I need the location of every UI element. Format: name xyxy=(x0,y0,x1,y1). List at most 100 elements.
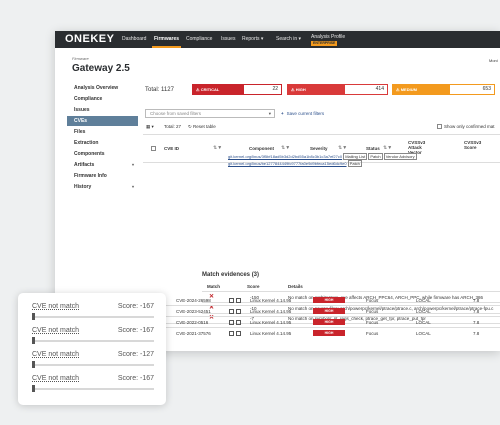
score-slider-handle[interactable] xyxy=(32,337,35,344)
score-slider-handle[interactable] xyxy=(32,385,35,392)
sidebar-item-extraction[interactable]: Extraction xyxy=(67,138,138,148)
col-header-cvss-score[interactable]: CVSSv3 Score xyxy=(464,140,482,150)
cve-id[interactable]: CVE-2024-26598 xyxy=(176,298,211,303)
score-slider-handle[interactable] xyxy=(32,313,35,320)
cve-id[interactable]: CVE-2023-52451 xyxy=(176,309,211,314)
table-total: Total: 27 xyxy=(164,124,182,129)
col-header-component[interactable]: Component xyxy=(249,146,274,151)
sidebar-item-issues[interactable]: Issues xyxy=(67,105,138,115)
reset-table-button[interactable]: ↻ Reset table xyxy=(188,124,216,130)
score-row: CVE not match Score: -167 xyxy=(32,375,154,397)
col-header-status[interactable]: Status xyxy=(366,146,380,151)
cve-component: Linux Kernel 4.14.95 xyxy=(250,331,292,336)
reference-link-2[interactable]: git.kernel.org/linus/be1277844449fc9777f… xyxy=(228,160,362,167)
col-header-score: Score xyxy=(247,284,260,289)
no-match-icon: ✕ xyxy=(209,305,215,311)
open-details-icon[interactable] xyxy=(236,331,241,336)
reference-link-1[interactable]: git.kernel.org/linus/3f5bf18ad5b3d2d2bd5… xyxy=(228,153,417,160)
divider xyxy=(202,302,500,303)
sidebar-item-components[interactable]: Components xyxy=(67,149,138,159)
cve-id[interactable]: CVE-2022-0516 xyxy=(176,320,209,325)
severity-count: 653 xyxy=(482,86,491,92)
cve-attack-vector: LOCAL xyxy=(416,298,431,303)
score-slider-track[interactable] xyxy=(32,388,154,390)
score-slider-track[interactable] xyxy=(32,364,154,366)
severity-badge: HIGH xyxy=(313,308,345,314)
cve-score: 7.8 xyxy=(473,331,480,336)
severity-high-box[interactable]: ⚠ HIGH 414 xyxy=(287,84,388,95)
severity-label: CRITICAL xyxy=(200,87,220,92)
score-slider-track[interactable] xyxy=(32,340,154,342)
col-header-attack-vector[interactable]: CVSSv3 Attack Vector xyxy=(408,140,426,155)
score-slider-track[interactable] xyxy=(32,316,154,318)
breadcrumb[interactable]: Firmware xyxy=(72,56,89,61)
score-slider-handle[interactable] xyxy=(32,361,35,368)
sort-icon[interactable]: ⇅▼ xyxy=(383,145,393,151)
cve-attack-vector: LOCAL xyxy=(416,331,431,336)
saved-filters-select[interactable]: Choose from saved filters ▾ xyxy=(145,109,275,118)
sidebar-item-history[interactable]: History ▾ xyxy=(67,182,138,192)
sidebar-item-label: CVEs xyxy=(74,118,88,124)
col-header-severity[interactable]: Severity xyxy=(310,146,328,151)
tag-patch: Patch xyxy=(347,160,362,167)
cve-status: Focus xyxy=(366,298,379,303)
copy-icon[interactable] xyxy=(229,309,234,314)
open-details-icon[interactable] xyxy=(236,298,241,303)
nav-issues[interactable]: Issues xyxy=(221,36,236,42)
copy-icon[interactable] xyxy=(229,298,234,303)
sidebar-item-firmware-info[interactable]: Firmware Info xyxy=(67,171,138,181)
divider xyxy=(143,316,500,317)
column-selector-icon[interactable]: ▦ ▾ xyxy=(146,124,154,129)
select-all-checkbox[interactable] xyxy=(151,146,156,151)
open-details-icon[interactable] xyxy=(236,309,241,314)
severity-label: HIGH xyxy=(295,87,306,92)
open-details-icon[interactable] xyxy=(236,320,241,325)
cve-id[interactable]: CVE-2021-37576 xyxy=(176,331,211,336)
severity-medium-box[interactable]: ⚠ MEDIUM 653 xyxy=(392,84,495,95)
nav-search-in[interactable]: Search in ▾ xyxy=(276,36,301,42)
save-current-filters-button[interactable]: + Save current filters xyxy=(281,109,324,118)
sidebar-item-label: Compliance xyxy=(74,96,103,102)
evidence-score: -7 xyxy=(250,316,255,321)
sort-icon[interactable]: ⇅▼ xyxy=(213,145,223,151)
chevron-down-icon: ▾ xyxy=(268,111,271,116)
severity-count: 414 xyxy=(375,86,384,92)
score-row-value: Score: -167 xyxy=(117,375,154,382)
score-row-label: CVE not match xyxy=(32,327,79,334)
active-nav-indicator xyxy=(152,46,181,48)
sidebar-item-label: Firmware Info xyxy=(74,173,107,179)
severity-critical-box[interactable]: ⚠ CRITICAL 22 xyxy=(192,84,282,95)
sidebar-item-artifacts[interactable]: Artifacts ▾ xyxy=(67,160,138,170)
sidebar-item-files[interactable]: Files xyxy=(67,127,138,137)
col-header-cve-id[interactable]: CVE ID xyxy=(164,146,180,151)
onekey-logo[interactable]: ONEKEY xyxy=(65,33,115,45)
sort-icon[interactable]: ⇅▼ xyxy=(281,145,291,151)
reference-url[interactable]: git.kernel.org/linus/be1277844449fc9777f… xyxy=(228,161,347,166)
analysis-profile-label[interactable]: Analysis Profile xyxy=(311,34,346,40)
only-confirmed-label: Show only confirmed mat xyxy=(444,124,495,129)
nav-firmwares[interactable]: Firmwares xyxy=(154,36,180,42)
only-confirmed-checkbox[interactable] xyxy=(437,124,442,129)
sidebar-item-cves[interactable]: CVEs xyxy=(67,116,138,126)
col-header-match: Match xyxy=(207,284,221,289)
plus-icon: + xyxy=(281,111,284,116)
tag-mailing-list: Mailing List xyxy=(343,153,368,160)
severity-badge: HIGH xyxy=(313,330,345,336)
copy-icon[interactable] xyxy=(229,320,234,325)
nav-reports[interactable]: Reports ▾ xyxy=(242,36,263,42)
divider xyxy=(202,291,500,292)
sort-icon[interactable]: ⇅▼ xyxy=(338,145,348,151)
score-row: CVE not match Score: -167 xyxy=(32,327,154,349)
divider xyxy=(143,305,500,306)
reset-icon: ↻ xyxy=(188,124,194,129)
sidebar-item-compliance[interactable]: Compliance xyxy=(67,94,138,104)
sidebar-item-label: Components xyxy=(74,151,105,157)
reference-url[interactable]: git.kernel.org/linus/3f5bf18ad5b3d2d2bd5… xyxy=(228,154,343,159)
warning-icon: ⚠ xyxy=(196,87,201,92)
nav-compliance[interactable]: Compliance xyxy=(186,36,213,42)
copy-icon[interactable] xyxy=(229,331,234,336)
divider xyxy=(202,313,500,314)
sidebar-item-analysis-overview[interactable]: Analysis Overview xyxy=(67,83,138,93)
score-row-value: Score: -127 xyxy=(117,351,154,358)
nav-dashboard[interactable]: Dashboard xyxy=(122,36,147,42)
